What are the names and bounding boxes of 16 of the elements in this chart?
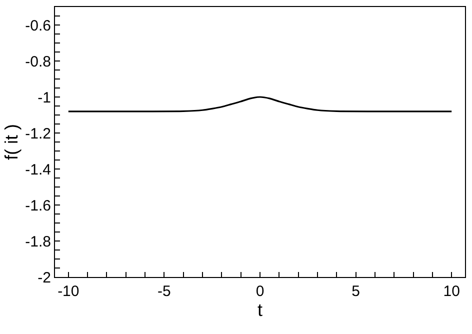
y-tick-label: -0.6 bbox=[25, 17, 51, 34]
y-tick-label: -0.8 bbox=[25, 53, 51, 70]
x-tick-label: 5 bbox=[352, 283, 360, 300]
y-tick-label: -1.4 bbox=[25, 161, 51, 178]
x-tick-label: -5 bbox=[158, 283, 171, 300]
y-tick-label: -1.6 bbox=[25, 197, 51, 214]
x-tick-label: 10 bbox=[443, 283, 460, 300]
y-tick-label: -1 bbox=[38, 89, 51, 106]
y-tick-label: -2 bbox=[38, 269, 51, 286]
y-tick-label: -1.2 bbox=[25, 125, 51, 142]
x-tick-label: -10 bbox=[58, 283, 80, 300]
x-tick-label: 0 bbox=[256, 283, 264, 300]
y-tick-label: -1.8 bbox=[25, 233, 51, 250]
line-series bbox=[68, 96, 452, 112]
x-axis-title: t bbox=[257, 300, 263, 320]
y-axis-title: f( it ) bbox=[1, 124, 22, 160]
